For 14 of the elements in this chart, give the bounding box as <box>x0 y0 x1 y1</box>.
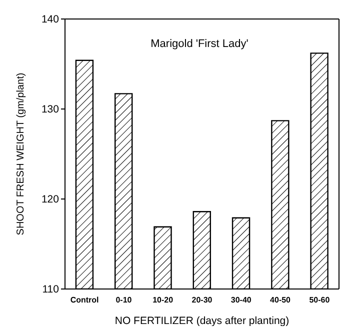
y-tick-label: 120 <box>41 194 60 206</box>
x-tick-label: 0-10 <box>116 296 132 305</box>
x-tick-label: Control <box>70 296 99 305</box>
x-tick-label: 50-60 <box>309 296 330 305</box>
y-axis-title: SHOOT FRESH WEIGHT (gm/plant) <box>16 72 27 236</box>
x-axis-title: NO FERTILIZER (days after planting) <box>114 315 290 327</box>
x-tick-label: 20-30 <box>192 296 213 305</box>
x-tick-label: 10-20 <box>152 296 174 305</box>
x-tick-label: 40-50 <box>270 296 292 305</box>
text: Marigold 'First Lady' <box>150 38 250 50</box>
y-tick-label: 130 <box>41 104 60 116</box>
y-tick-label: 140 <box>41 14 60 26</box>
x-tick-label: 30-40 <box>230 296 252 305</box>
y-tick-label: 110 <box>42 284 60 296</box>
